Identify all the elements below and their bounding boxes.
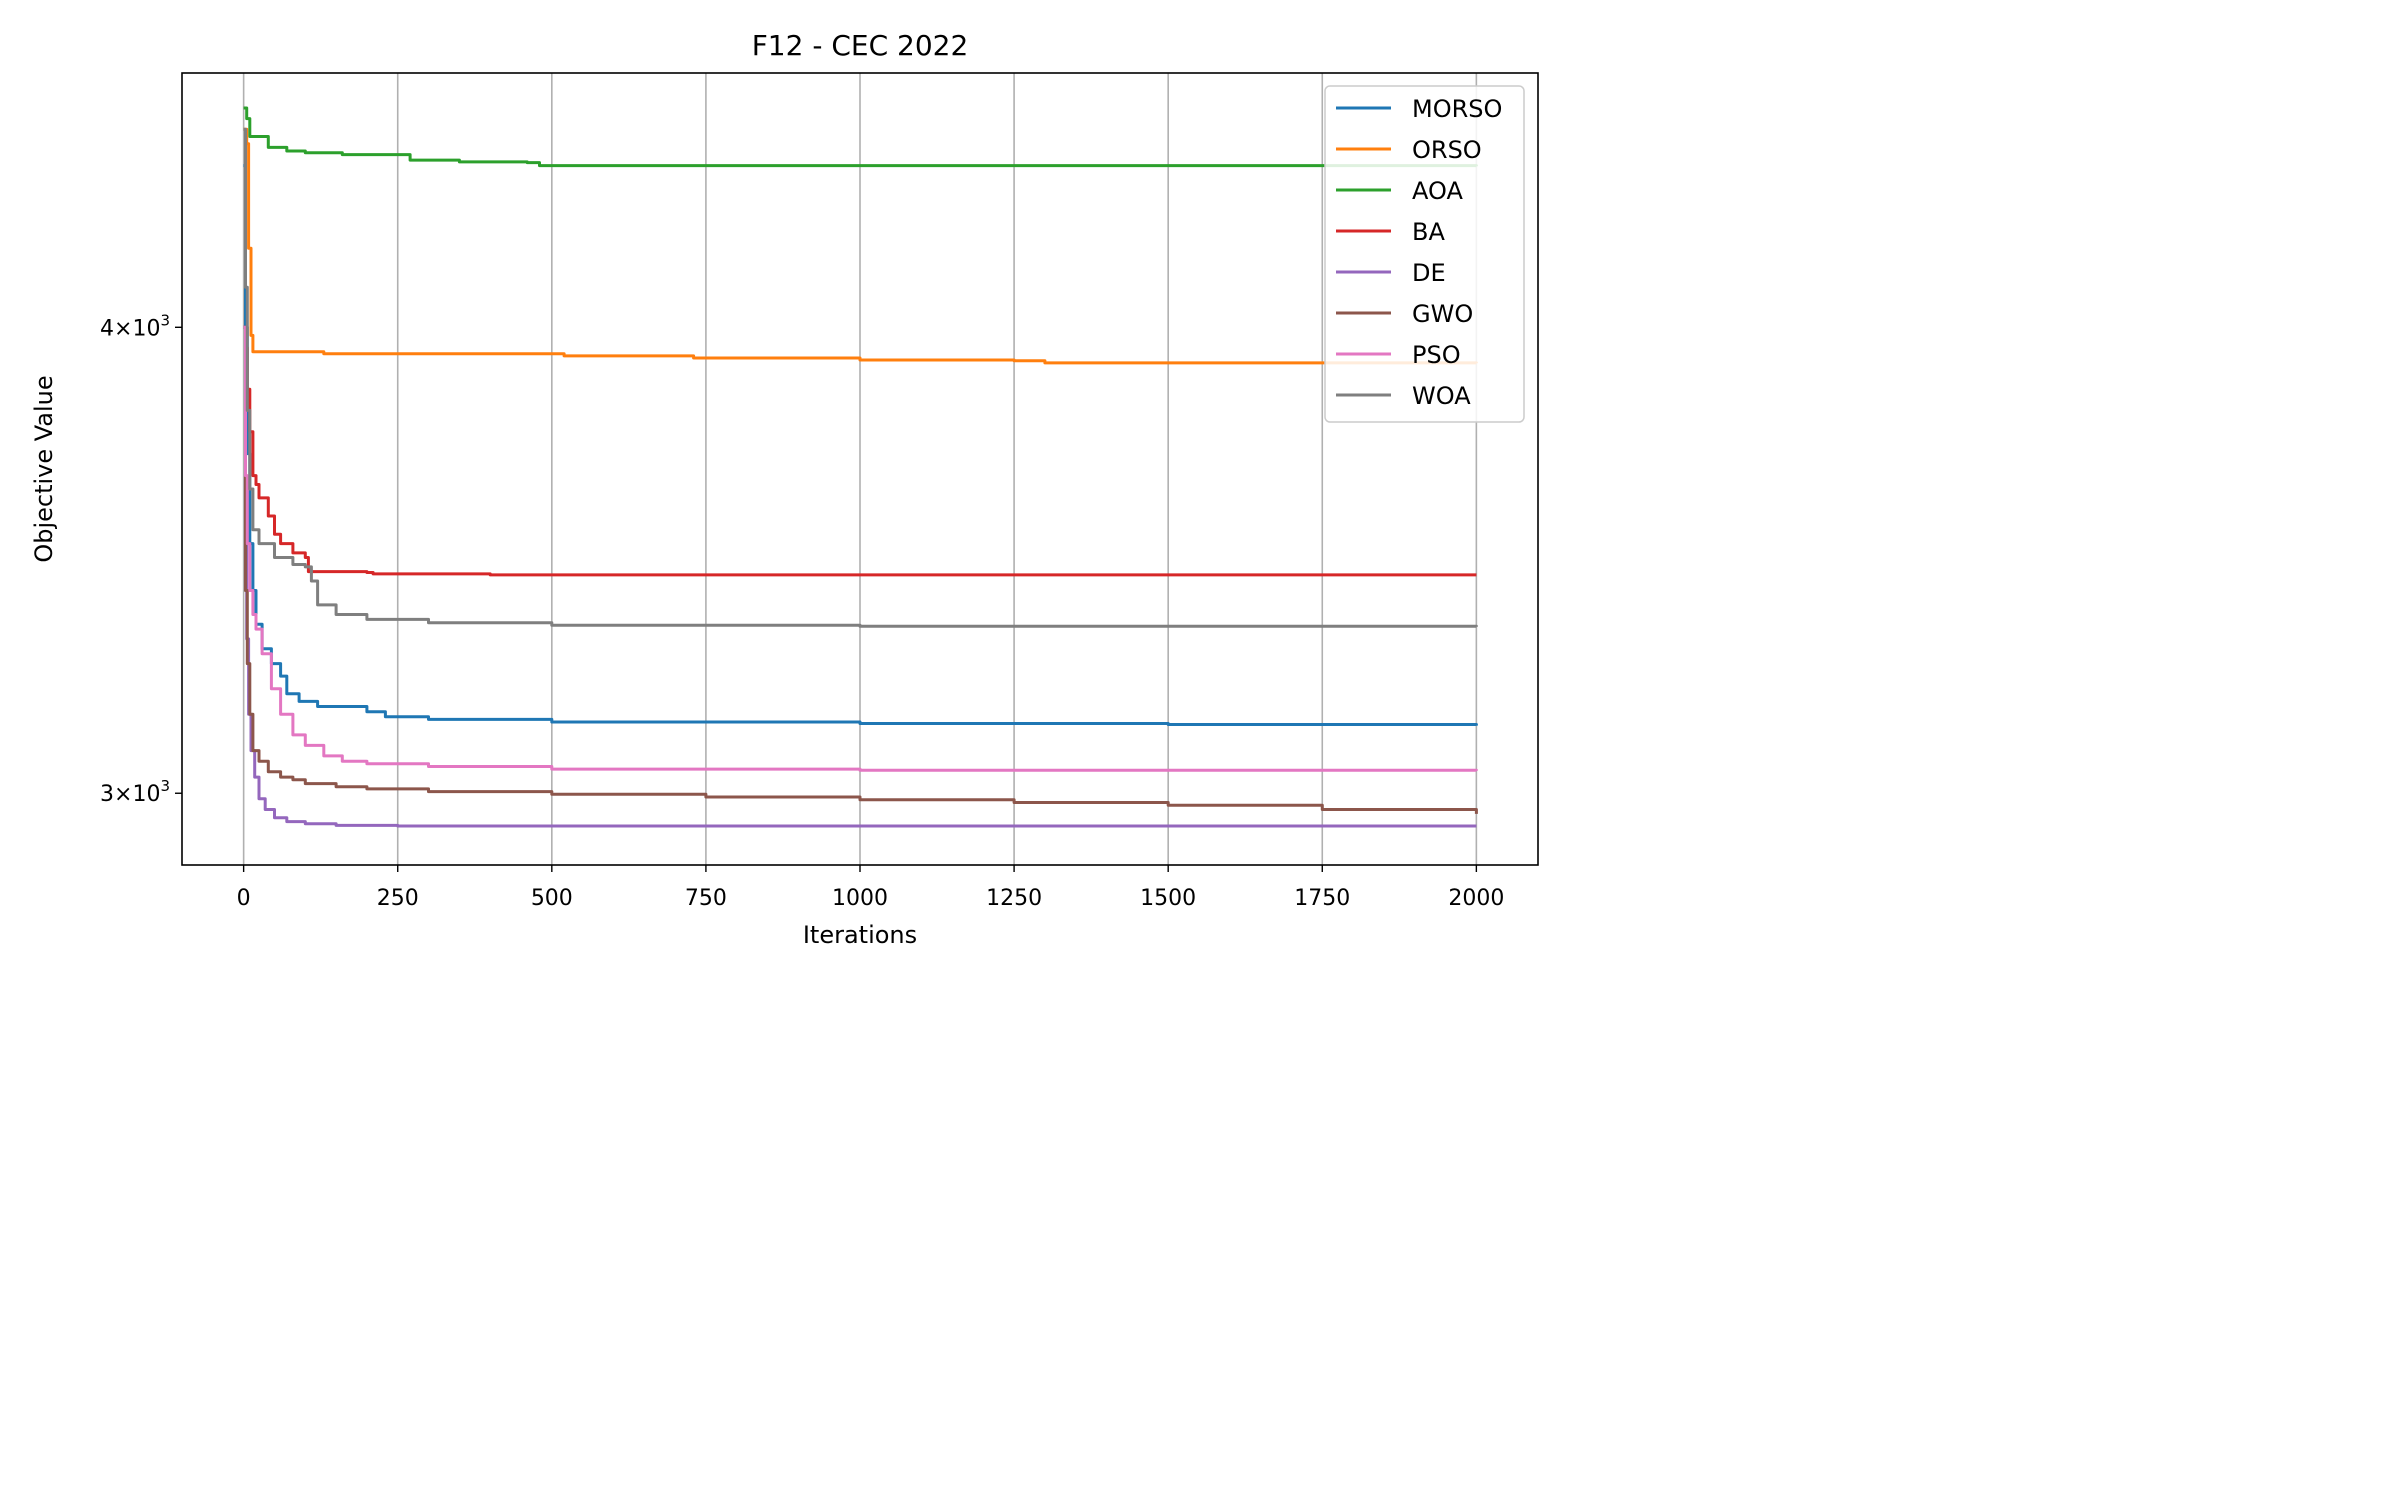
series-lines	[243, 106, 1478, 828]
grid	[242, 73, 1478, 865]
legend: MORSO ORSO AOA BA DE GWO PSO WOA	[1324, 85, 1525, 423]
series-line-ba	[243, 325, 1477, 577]
x-tick-label: 1000	[832, 886, 888, 911]
legend-label-aoa: AOA	[1412, 177, 1463, 205]
legend-label-de: DE	[1412, 259, 1446, 287]
x-tick-label: 0	[237, 886, 251, 911]
y-tick-label: 4×103	[100, 311, 170, 341]
x-axis-ticks: 0 250 500 750 1000 1250 1500 1750 2000	[237, 865, 1504, 911]
x-tick-label: 1500	[1140, 886, 1196, 911]
x-tick-label: 1250	[986, 886, 1042, 911]
x-tick-label: 750	[685, 886, 727, 911]
legend-label-morso: MORSO	[1412, 95, 1502, 123]
y-axis-label: Objective Value	[30, 375, 58, 562]
line-chart: 0 250 500 750 1000 1250 1500 1750 2000 3×103 4×10…	[0, 0, 1550, 968]
legend-label-woa: WOA	[1412, 382, 1471, 410]
y-axis-ticks: 3×103 4×103	[100, 311, 182, 807]
x-tick-label: 250	[377, 886, 419, 911]
series-line-orso	[243, 127, 1478, 365]
series-line-woa	[243, 127, 1478, 628]
series-line-gwo	[243, 325, 1478, 814]
series-line-aoa	[243, 106, 1478, 168]
x-tick-label: 2000	[1448, 886, 1504, 911]
y-tick-label: 3×103	[100, 777, 170, 807]
series-line-pso	[243, 325, 1478, 772]
x-tick-label: 500	[531, 886, 573, 911]
legend-label-ba: BA	[1412, 218, 1445, 246]
chart-title: F12 - CEC 2022	[752, 29, 969, 62]
legend-label-pso: PSO	[1412, 341, 1461, 369]
x-tick-label: 1750	[1294, 886, 1350, 911]
figure-background	[0, 0, 1550, 968]
x-axis-label: Iterations	[803, 921, 917, 949]
legend-label-gwo: GWO	[1412, 300, 1473, 328]
legend-frame	[1324, 85, 1525, 423]
legend-label-orso: ORSO	[1412, 136, 1482, 164]
